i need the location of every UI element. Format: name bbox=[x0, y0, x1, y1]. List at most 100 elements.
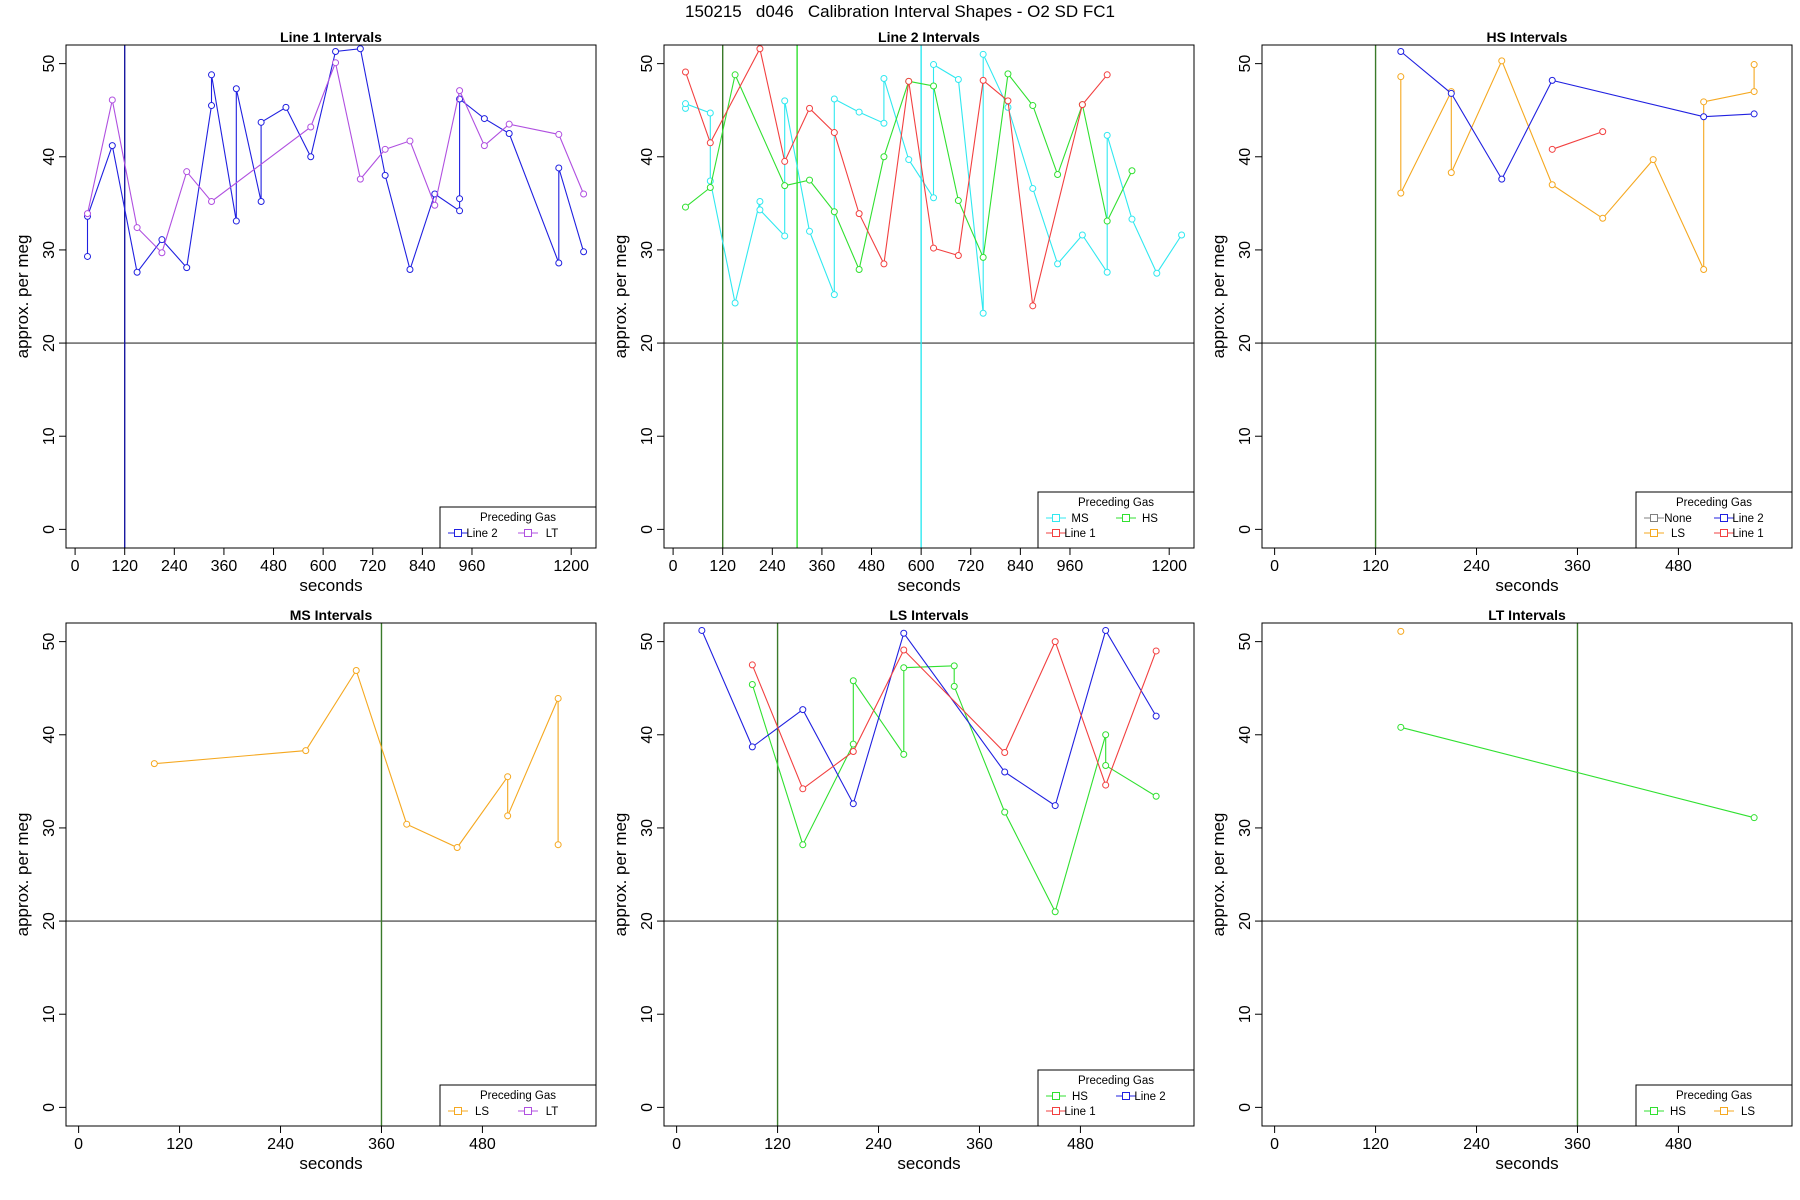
data-point bbox=[456, 207, 464, 215]
data-point bbox=[1001, 808, 1009, 816]
y-axis-label: approx. per meg bbox=[1209, 813, 1228, 937]
x-tick-label: 120 bbox=[764, 1136, 791, 1153]
x-tick-label: 240 bbox=[267, 1136, 294, 1153]
data-point bbox=[1004, 103, 1012, 111]
data-point bbox=[108, 142, 116, 150]
y-tick-label: 30 bbox=[639, 241, 656, 259]
data-point bbox=[1103, 131, 1111, 139]
data-point bbox=[1750, 814, 1758, 822]
data-point bbox=[849, 740, 857, 748]
series-line bbox=[1400, 59, 1755, 270]
data-point bbox=[453, 843, 461, 851]
legend-swatch-marker bbox=[1720, 514, 1728, 522]
legend-box bbox=[439, 506, 597, 549]
x-axis-label: seconds bbox=[897, 576, 960, 595]
legend-box bbox=[439, 1084, 597, 1127]
data-point bbox=[900, 629, 908, 637]
data-point bbox=[781, 232, 789, 240]
x-tick-label: 720 bbox=[957, 558, 984, 575]
data-point bbox=[1103, 268, 1111, 276]
data-point bbox=[480, 115, 488, 123]
data-point bbox=[1750, 61, 1758, 69]
plot-frame bbox=[65, 44, 597, 549]
legend: Preceding Gas Line 2 LT bbox=[439, 506, 597, 549]
data-point bbox=[554, 841, 562, 849]
legend-entry: LS bbox=[475, 1106, 489, 1118]
data-point bbox=[257, 197, 265, 205]
legend-entry: HS bbox=[1670, 1106, 1686, 1118]
data-point bbox=[356, 45, 364, 53]
data-point bbox=[905, 156, 913, 164]
y-tick-label: 0 bbox=[41, 525, 58, 534]
data-point bbox=[133, 268, 141, 276]
data-point bbox=[1700, 113, 1708, 121]
data-point bbox=[799, 785, 807, 793]
data-point bbox=[706, 184, 714, 192]
data-point bbox=[830, 291, 838, 299]
x-tick-label: 360 bbox=[211, 558, 238, 575]
data-point bbox=[505, 120, 513, 128]
data-point bbox=[849, 800, 857, 808]
data-point bbox=[930, 244, 938, 252]
y-tick-label: 0 bbox=[639, 1103, 656, 1112]
legend: Preceding Gas HS LS bbox=[1635, 1084, 1793, 1127]
x-tick-label: 360 bbox=[1564, 1136, 1591, 1153]
data-point bbox=[332, 59, 340, 67]
data-point bbox=[1004, 70, 1012, 78]
y-tick-label: 10 bbox=[1237, 427, 1254, 445]
panel-hs: HS Intervals 0 10 20 30 40 50 0 120 240 360 480 seco… bbox=[1209, 29, 1793, 595]
data-point bbox=[806, 104, 814, 112]
y-axis-label: approx. per meg bbox=[13, 813, 32, 937]
data-point bbox=[1700, 98, 1708, 106]
legend-swatch-marker bbox=[524, 1107, 532, 1115]
y-tick-label: 0 bbox=[41, 1103, 58, 1112]
data-point bbox=[756, 45, 764, 53]
data-point bbox=[1152, 647, 1160, 655]
legend-entry: LT bbox=[546, 1106, 559, 1118]
y-tick-label: 20 bbox=[639, 334, 656, 352]
legend: Preceding Gas MS HS Line 1 bbox=[1037, 491, 1195, 549]
plot-frame bbox=[65, 622, 597, 1127]
legend-swatch-marker bbox=[1052, 529, 1060, 537]
x-axis-label: seconds bbox=[897, 1154, 960, 1173]
data-point bbox=[208, 102, 216, 110]
panel-title: HS Intervals bbox=[1487, 29, 1568, 45]
data-point bbox=[1051, 908, 1059, 916]
data-point bbox=[855, 108, 863, 116]
data-point bbox=[1178, 231, 1186, 239]
data-point bbox=[930, 82, 938, 90]
data-point bbox=[1447, 89, 1455, 97]
legend-swatch-marker bbox=[1052, 1107, 1060, 1115]
data-point bbox=[900, 664, 908, 672]
legend-box bbox=[1635, 491, 1793, 549]
data-point bbox=[456, 195, 464, 203]
legend-entry: MS bbox=[1071, 513, 1089, 525]
data-point bbox=[979, 76, 987, 84]
data-point bbox=[332, 48, 340, 56]
data-point bbox=[1054, 170, 1062, 178]
data-point bbox=[799, 841, 807, 849]
data-point bbox=[1397, 189, 1405, 197]
x-tick-label: 600 bbox=[908, 558, 935, 575]
plot-frame bbox=[663, 622, 1195, 1127]
plot-frame bbox=[663, 44, 1195, 549]
x-tick-label: 480 bbox=[1665, 1136, 1692, 1153]
data-point bbox=[781, 182, 789, 190]
y-tick-label: 50 bbox=[41, 633, 58, 651]
y-tick-label: 10 bbox=[41, 427, 58, 445]
data-point bbox=[1051, 638, 1059, 646]
legend-title: Preceding Gas bbox=[1078, 1075, 1154, 1087]
plot-area bbox=[664, 623, 1194, 1126]
data-point bbox=[580, 190, 588, 198]
data-point bbox=[456, 87, 464, 95]
x-axis-label: seconds bbox=[299, 576, 362, 595]
data-point bbox=[307, 153, 315, 161]
legend-entry: LS bbox=[1741, 1106, 1755, 1118]
data-point bbox=[1548, 76, 1556, 84]
plot-area bbox=[1262, 45, 1792, 548]
data-point bbox=[698, 626, 706, 634]
data-point bbox=[1103, 71, 1111, 79]
data-point bbox=[880, 153, 888, 161]
data-point bbox=[307, 123, 315, 131]
data-point bbox=[830, 95, 838, 103]
